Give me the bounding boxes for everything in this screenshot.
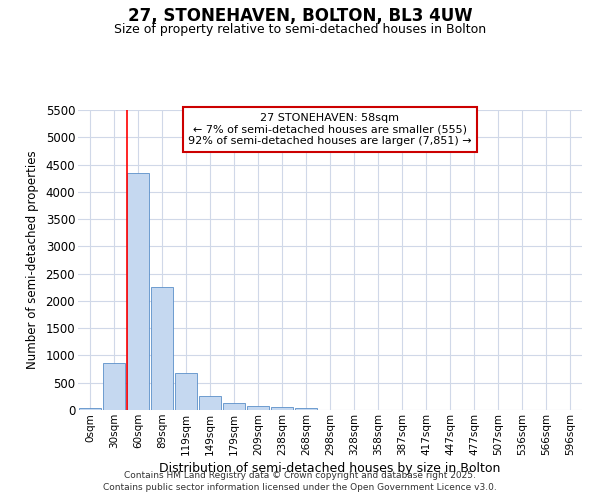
Y-axis label: Number of semi-detached properties: Number of semi-detached properties: [26, 150, 38, 370]
Bar: [79, 408, 101, 410]
Bar: [151, 288, 173, 410]
Bar: [127, 172, 149, 410]
Bar: [199, 396, 221, 410]
Bar: [295, 408, 317, 410]
Text: Contains HM Land Registry data © Crown copyright and database right 2025.: Contains HM Land Registry data © Crown c…: [124, 471, 476, 480]
Bar: [271, 407, 293, 410]
Bar: [223, 403, 245, 410]
Text: 27 STONEHAVEN: 58sqm
← 7% of semi-detached houses are smaller (555)
92% of semi-: 27 STONEHAVEN: 58sqm ← 7% of semi-detach…: [188, 113, 472, 146]
Text: Contains public sector information licensed under the Open Government Licence v3: Contains public sector information licen…: [103, 484, 497, 492]
X-axis label: Distribution of semi-detached houses by size in Bolton: Distribution of semi-detached houses by …: [160, 462, 500, 475]
Bar: [247, 406, 269, 410]
Text: 27, STONEHAVEN, BOLTON, BL3 4UW: 27, STONEHAVEN, BOLTON, BL3 4UW: [128, 8, 472, 26]
Bar: [175, 374, 197, 410]
Bar: [103, 364, 125, 410]
Text: Size of property relative to semi-detached houses in Bolton: Size of property relative to semi-detach…: [114, 22, 486, 36]
